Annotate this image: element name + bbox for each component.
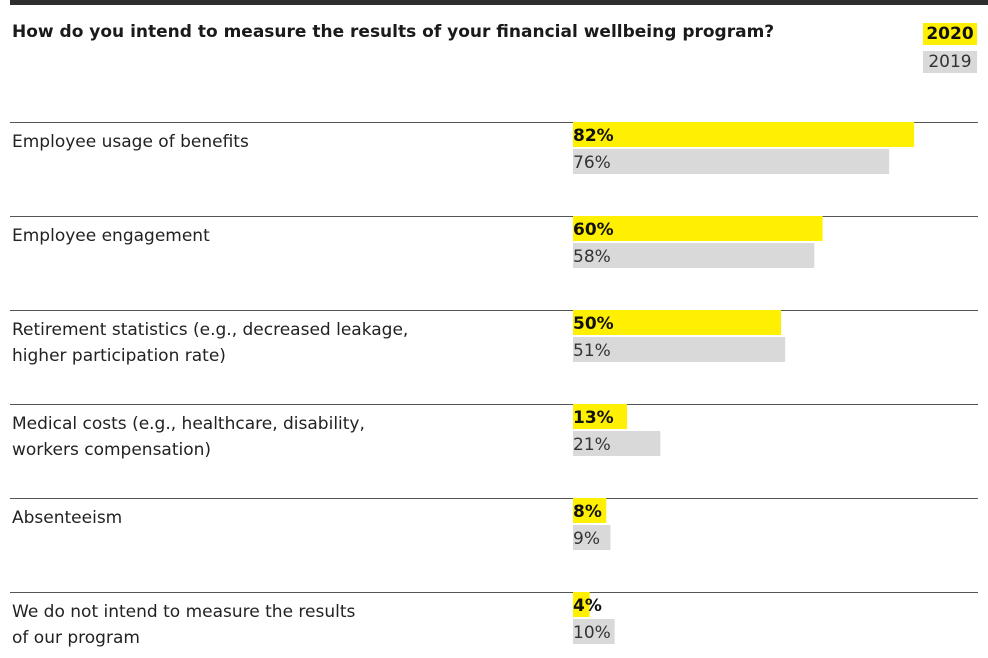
bar-2020 bbox=[573, 404, 628, 429]
bar-2019 bbox=[573, 525, 611, 550]
bar-2019 bbox=[573, 431, 661, 456]
bar-2019 bbox=[573, 149, 890, 174]
category-label: of our program bbox=[12, 628, 140, 648]
chart-title: How do you intend to measure the results… bbox=[12, 22, 775, 42]
category-label: higher participation rate) bbox=[12, 346, 226, 366]
data-label-2020: 82% bbox=[573, 126, 614, 146]
bar-2020 bbox=[573, 592, 590, 617]
bar-2019 bbox=[573, 337, 786, 362]
bar-2020 bbox=[573, 216, 823, 241]
category-label: Employee engagement bbox=[12, 226, 210, 246]
legend-2020: 2020 bbox=[923, 23, 977, 45]
data-label-2019: 51% bbox=[573, 341, 611, 361]
data-label-2020: 50% bbox=[573, 314, 614, 334]
bar-2020 bbox=[573, 122, 915, 147]
legend-2019: 2019 bbox=[923, 51, 977, 73]
category-label: Retirement statistics (e.g., decreased l… bbox=[12, 320, 408, 340]
bar-2019 bbox=[573, 243, 815, 268]
data-label-2020: 8% bbox=[573, 502, 602, 522]
bar-2020 bbox=[573, 310, 781, 335]
data-label-2019: 76% bbox=[573, 153, 611, 173]
data-label-2019: 21% bbox=[573, 435, 611, 455]
data-label-2020: 60% bbox=[573, 220, 614, 240]
data-label-2019: 9% bbox=[573, 529, 600, 549]
category-label: Employee usage of benefits bbox=[12, 132, 249, 152]
data-label-2019: 10% bbox=[573, 623, 611, 643]
bar-2020 bbox=[573, 498, 607, 523]
top-rule bbox=[10, 0, 988, 5]
category-label: We do not intend to measure the results bbox=[12, 602, 356, 622]
category-label: workers compensation) bbox=[12, 440, 211, 460]
bar-2019 bbox=[573, 619, 615, 644]
category-label: Absenteeism bbox=[12, 508, 122, 528]
category-label: Medical costs (e.g., healthcare, disabil… bbox=[12, 414, 365, 434]
data-label-2020: 4% bbox=[573, 596, 602, 616]
data-label-2020: 13% bbox=[573, 408, 614, 428]
data-label-2019: 58% bbox=[573, 247, 611, 267]
